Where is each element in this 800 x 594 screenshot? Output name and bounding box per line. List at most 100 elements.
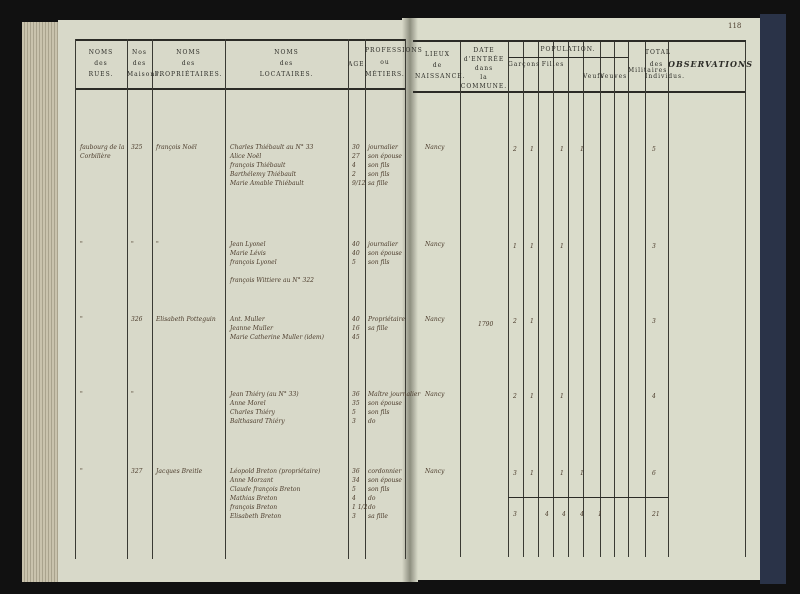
header-proprietaires: NOMS (176, 49, 201, 56)
entry-profession: sa fille (368, 513, 388, 520)
page-number: 118 (728, 22, 742, 30)
right-page (410, 18, 760, 580)
header-date: la COMMUNE. (460, 74, 508, 90)
entry-age: 35 (352, 400, 360, 407)
entry-tenant: françois Lyonel (230, 259, 277, 266)
header-bottom-rule-right (413, 91, 746, 93)
entry-house-number: 327 (131, 468, 143, 475)
entry-age: 1 1/2 (352, 504, 368, 511)
header-observations: OBSERVATIONS (668, 59, 754, 69)
column-rule (538, 42, 539, 557)
header-total: des (649, 61, 664, 68)
entry-age: 5 (352, 486, 356, 493)
entry-population: 1 (580, 146, 584, 153)
entry-profession: son fils (368, 162, 390, 169)
entry-population: 1 (530, 393, 534, 400)
column-rule (127, 39, 128, 559)
entry-tenant: Alice Noël (230, 153, 262, 160)
entry-street: faubourg de la Corbillère (80, 144, 125, 160)
header-locataires: LOCATAIRES. (259, 71, 314, 78)
entry-total: 3 (652, 318, 656, 325)
column-rule (365, 39, 366, 559)
entry-owner: " (156, 241, 159, 248)
entry-house-number: 325 (131, 144, 143, 151)
header-rues: NOMS (88, 49, 114, 56)
entry-population: 1 (580, 470, 584, 477)
total-population: 4 (562, 511, 566, 518)
column-rule (152, 39, 153, 559)
entry-age: 40 (352, 250, 360, 257)
column-rule (225, 39, 226, 559)
entry-house-number: 326 (131, 316, 143, 323)
entry-tenant: Charles Thiéry (230, 409, 275, 416)
entry-population: 1 (530, 318, 534, 325)
entry-street: " (80, 241, 83, 248)
column-rule (460, 42, 461, 557)
entry-tenant: Léopold Breton (propriétaire) (230, 468, 321, 475)
entry-tenant: Mathias Breton (230, 495, 278, 502)
entry-age: 45 (352, 334, 360, 341)
book-cover (760, 14, 786, 584)
column-rule (405, 39, 406, 559)
total-population: 4 (580, 511, 584, 518)
column-rule (553, 42, 554, 557)
header-date: d'ENTRÉE (463, 56, 505, 63)
entry-total: 3 (652, 243, 656, 250)
header-proprietaires: PROPRIÉTAIRES. (154, 71, 223, 78)
header-total: Individus. (645, 73, 685, 80)
column-rule (508, 42, 509, 557)
total-population: 3 (513, 511, 517, 518)
entry-tenant: françois Breton (230, 504, 278, 511)
entry-population: 1 (560, 243, 564, 250)
header-rues: RUES. (88, 71, 114, 78)
entry-tenant: Marie Amable Thiébault (230, 180, 304, 187)
entry-profession: do (368, 418, 376, 425)
header-top-rule-right (413, 40, 746, 42)
entry-profession: son fils (368, 259, 390, 266)
entry-birthplace: Nancy (425, 144, 445, 151)
entry-profession: son fils (368, 409, 390, 416)
entry-population: 1 (530, 146, 534, 153)
header-maisons: Nos (132, 49, 147, 56)
entry-street: " (80, 468, 83, 475)
entry-profession: do (368, 504, 376, 511)
header-professions: ou (380, 59, 390, 66)
entry-profession: journalier (368, 144, 398, 151)
entry-age: 16 (352, 325, 360, 332)
population-rule (508, 57, 628, 58)
header-total: TOTAL (645, 49, 671, 56)
entry-age: 3 (352, 418, 356, 425)
header-rues: des (94, 60, 108, 67)
entry-owner: françois Noël (156, 144, 197, 151)
entry-population: 1 (513, 243, 517, 250)
header-militaires: Militaires (628, 66, 666, 75)
entry-house-number: " (131, 241, 134, 248)
entry-profession: do (368, 495, 376, 502)
entry-age: 36 (352, 468, 360, 475)
entry-population: 1 (560, 470, 564, 477)
entry-profession: Maître journalier (368, 391, 421, 398)
entry-street: " (80, 316, 83, 323)
column-rule (523, 42, 524, 557)
entry-owner: Jacques Breitle (156, 468, 203, 475)
entry-birthplace: Nancy (425, 391, 445, 398)
column-rule (600, 42, 601, 557)
entry-population: 1 (560, 146, 564, 153)
column-rule (348, 39, 349, 559)
entry-age: 27 (352, 153, 360, 160)
entry-age: 4 (352, 162, 356, 169)
entry-population: 2 (513, 146, 517, 153)
column-rule (645, 42, 646, 557)
entry-population: 2 (513, 318, 517, 325)
column-rule (628, 42, 629, 557)
left-page (58, 20, 410, 582)
total-rule (508, 497, 668, 498)
header-top-rule (75, 39, 405, 41)
entry-population: 1 (530, 470, 534, 477)
entry-tenant: françois Wittiere au N° 322 (230, 277, 314, 284)
entry-population: 1 (560, 393, 564, 400)
entry-profession: son fils (368, 486, 390, 493)
entry-tenant: Marie Catherine Muller (idem) (230, 334, 324, 341)
header-population: POPULATION. (540, 46, 596, 53)
total-population: 1 (598, 511, 602, 518)
